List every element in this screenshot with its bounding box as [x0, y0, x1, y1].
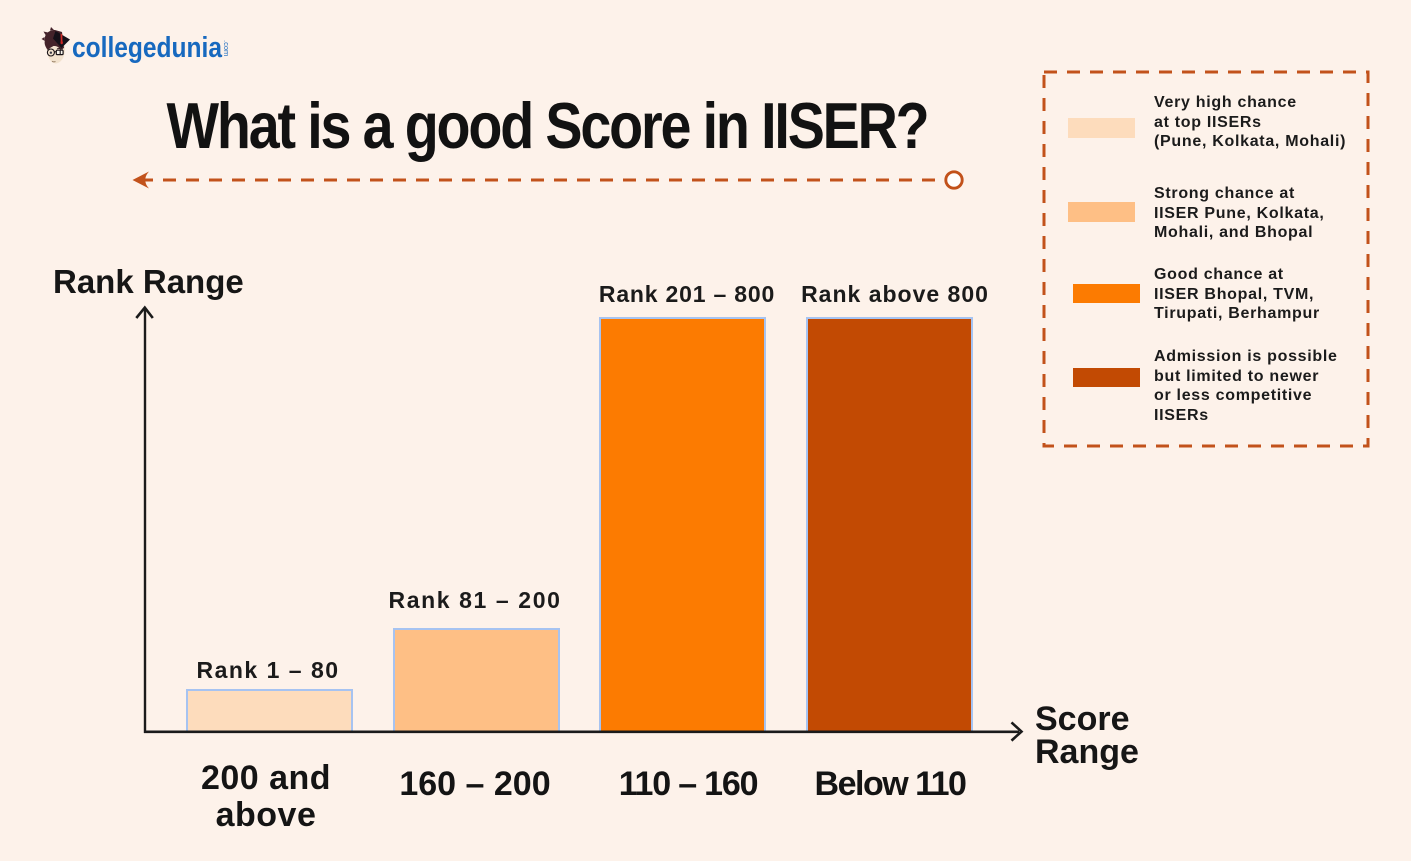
svg-text:collegedunia: collegedunia — [72, 32, 223, 64]
svg-text:.com: .com — [222, 40, 231, 56]
